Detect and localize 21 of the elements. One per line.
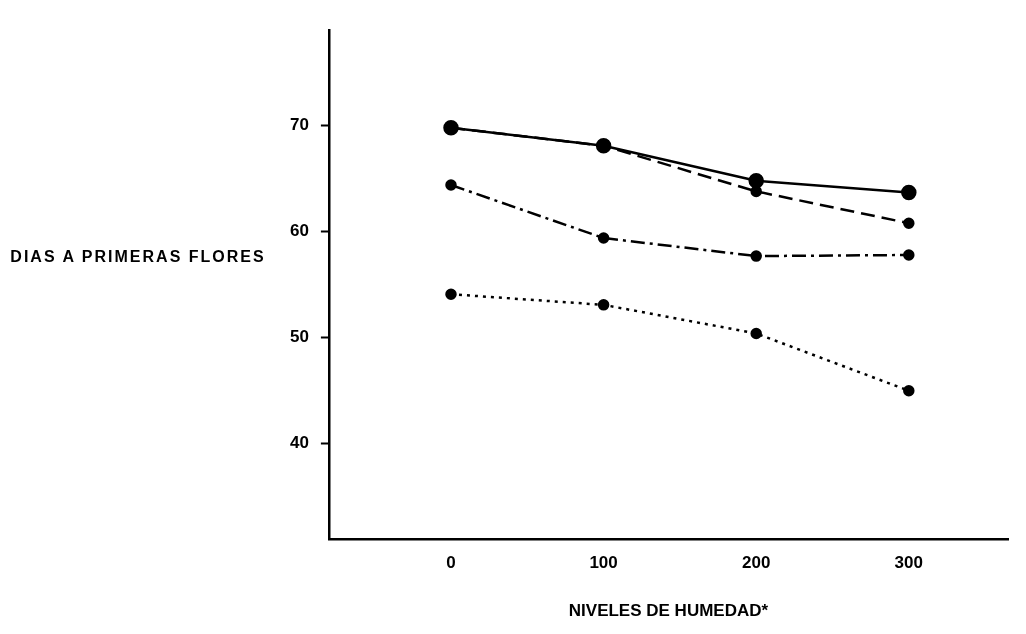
point	[903, 217, 915, 229]
x-axis-title: NIVELES DE HUMEDAD*	[568, 601, 769, 621]
y-axis-title: DIAS A PRIMERAS FLORES	[9, 247, 267, 267]
y-tick-label: 60	[289, 221, 309, 241]
point	[445, 179, 457, 191]
x-tick-label: 200	[742, 553, 771, 573]
point	[597, 299, 610, 311]
point	[903, 249, 915, 261]
x-tick-label: 100	[589, 553, 618, 573]
point	[597, 232, 610, 244]
point	[445, 288, 457, 300]
y-tick-label: 40	[289, 433, 309, 453]
point	[901, 184, 917, 201]
x-tick-label: 0	[446, 553, 456, 573]
point	[750, 250, 762, 262]
y-tick-label: 50	[289, 327, 309, 347]
point	[748, 173, 764, 189]
point	[903, 384, 915, 397]
point	[750, 327, 762, 340]
x-tick-label: 300	[894, 553, 923, 573]
y-tick-label: 70	[289, 115, 309, 135]
